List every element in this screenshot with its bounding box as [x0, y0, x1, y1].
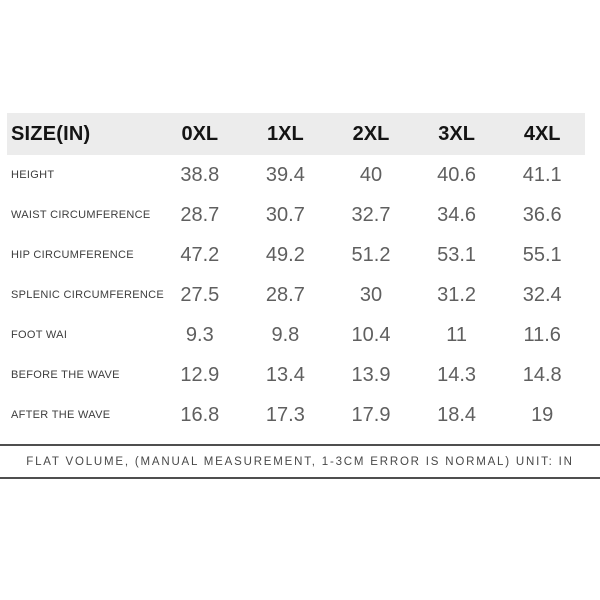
column-header-4xl: 4XL [523, 122, 561, 145]
cell-value: 32.4 [522, 283, 562, 306]
cell-value: 30.7 [265, 203, 305, 226]
cell-value: 28.7 [180, 203, 220, 226]
cell-value: 17.9 [351, 403, 391, 426]
cell-value: 49.2 [265, 243, 305, 266]
cell-value: 18.4 [437, 403, 477, 426]
cell-value: 51.2 [351, 243, 391, 266]
column-header-3xl: 3XL [438, 122, 475, 145]
cell-value: 12.9 [180, 363, 220, 386]
table-row: HEIGHT 38.8 39.4 40 40.6 41.1 [7, 155, 585, 195]
measurement-note-text: FLAT VOLUME, (MANUAL MEASUREMENT, 1-3CM … [26, 455, 574, 468]
row-label-splenic-circumference: SPLENIC CIRCUMFERENCE [11, 289, 164, 301]
table-row: WAIST CIRCUMFERENCE 28.7 30.7 32.7 34.6 … [7, 195, 585, 235]
cell-value: 13.4 [265, 363, 305, 386]
table-row: FOOT WAI 9.3 9.8 10.4 11 11.6 [7, 315, 585, 355]
cell-value: 47.2 [180, 243, 220, 266]
cell-value: 11.6 [523, 323, 561, 346]
cell-value: 55.1 [522, 243, 562, 266]
cell-value: 28.7 [265, 283, 305, 306]
cell-value: 27.5 [180, 283, 220, 306]
table-row: HIP CIRCUMFERENCE 47.2 49.2 51.2 53.1 55… [7, 235, 585, 275]
cell-value: 9.8 [271, 323, 300, 346]
cell-value: 38.8 [180, 163, 220, 186]
cell-value: 13.9 [351, 363, 391, 386]
table-header-size-label: SIZE(IN) [11, 122, 91, 145]
cell-value: 30 [359, 283, 383, 306]
cell-value: 9.3 [185, 323, 214, 346]
cell-value: 39.4 [265, 163, 305, 186]
row-label-before-the-wave: BEFORE THE WAVE [11, 369, 120, 381]
cell-value: 11 [446, 323, 467, 346]
cell-value: 14.3 [437, 363, 477, 386]
row-label-waist-circumference: WAIST CIRCUMFERENCE [11, 209, 151, 221]
cell-value: 34.6 [437, 203, 477, 226]
table-row: AFTER THE WAVE 16.8 17.3 17.9 18.4 19 [7, 395, 585, 435]
table-row: BEFORE THE WAVE 12.9 13.4 13.9 14.3 14.8 [7, 355, 585, 395]
column-header-0xl: 0XL [181, 122, 219, 145]
measurement-note-band: FLAT VOLUME, (MANUAL MEASUREMENT, 1-3CM … [0, 444, 600, 479]
size-chart-table: SIZE(IN) 0XL 1XL 2XL 3XL 4XL HEIGHT 38.8… [7, 113, 585, 435]
cell-value: 36.6 [522, 203, 562, 226]
cell-value: 16.8 [180, 403, 220, 426]
column-header-2xl: 2XL [352, 122, 390, 145]
cell-value: 53.1 [437, 243, 477, 266]
row-label-height: HEIGHT [11, 169, 55, 181]
cell-value: 31.2 [437, 283, 477, 306]
column-header-1xl: 1XL [267, 122, 304, 145]
row-label-foot-wai: FOOT WAI [11, 329, 68, 341]
cell-value: 19 [531, 403, 554, 426]
row-label-after-the-wave: AFTER THE WAVE [11, 409, 111, 421]
cell-value: 32.7 [351, 203, 391, 226]
cell-value: 40 [359, 163, 383, 186]
cell-value: 17.3 [265, 403, 305, 426]
cell-value: 41.1 [522, 163, 562, 186]
table-row: SPLENIC CIRCUMFERENCE 27.5 28.7 30 31.2 … [7, 275, 585, 315]
cell-value: 40.6 [437, 163, 477, 186]
table-header-row: SIZE(IN) 0XL 1XL 2XL 3XL 4XL [7, 113, 585, 155]
row-label-hip-circumference: HIP CIRCUMFERENCE [11, 249, 134, 261]
cell-value: 14.8 [522, 363, 562, 386]
cell-value: 10.4 [351, 323, 391, 346]
